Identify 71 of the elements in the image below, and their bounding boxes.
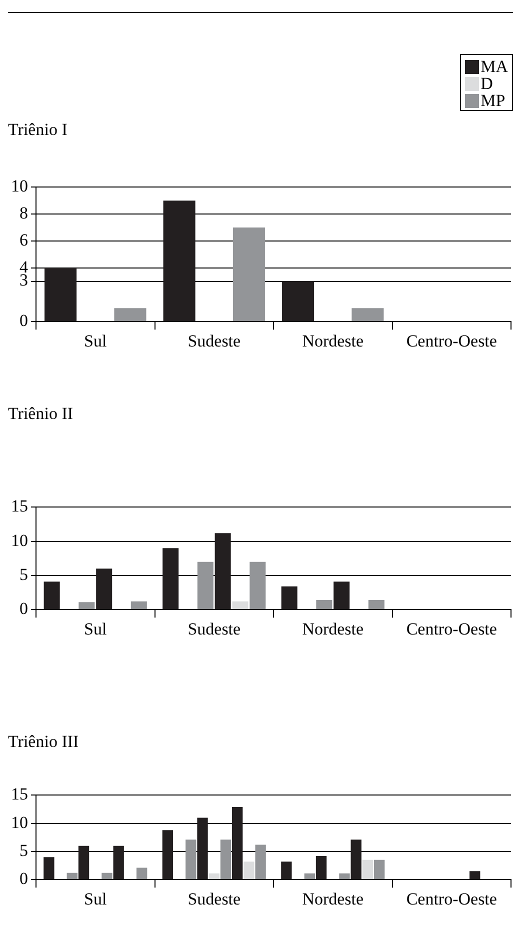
bar xyxy=(162,830,174,880)
bar xyxy=(114,308,146,322)
x-tick-label: Sudeste xyxy=(188,619,241,638)
y-tick-label: 8 xyxy=(20,204,28,223)
bar xyxy=(197,562,214,610)
chart-title: Triênio III xyxy=(8,732,79,752)
bar xyxy=(186,840,196,880)
y-tick-label: 5 xyxy=(20,564,28,584)
bar xyxy=(470,871,480,880)
y-tick-label: 0 xyxy=(20,599,28,618)
bar xyxy=(136,868,148,880)
bar xyxy=(334,582,350,610)
bar xyxy=(130,601,147,610)
x-tick-label: Nordeste xyxy=(302,889,364,908)
bar xyxy=(197,818,208,880)
legend-label: MA xyxy=(480,57,508,76)
bar xyxy=(244,862,254,880)
bar xyxy=(214,533,231,610)
x-tick-label: Centro-Oeste xyxy=(406,331,497,350)
bar xyxy=(96,568,112,610)
x-tick-label: Nordeste xyxy=(302,331,364,350)
bar xyxy=(352,308,384,322)
bar xyxy=(374,860,385,880)
x-tick-label: Sudeste xyxy=(188,889,241,908)
y-tick-label: 10 xyxy=(11,530,28,550)
y-tick-label: 15 xyxy=(11,496,28,516)
bar xyxy=(316,856,327,880)
x-tick-label: Centro-Oeste xyxy=(406,619,497,638)
bar xyxy=(232,807,243,880)
bar xyxy=(339,873,350,880)
bar xyxy=(102,872,112,880)
bar xyxy=(44,582,60,610)
bar xyxy=(66,872,78,880)
bar xyxy=(281,586,298,610)
bar xyxy=(232,601,248,610)
bar xyxy=(113,846,124,880)
bar xyxy=(250,562,266,610)
bar xyxy=(44,857,54,880)
bar xyxy=(78,846,90,880)
bar xyxy=(350,840,362,880)
x-tick-label: Centro-Oeste xyxy=(406,889,497,908)
x-tick-label: Sul xyxy=(84,889,107,908)
bar xyxy=(255,844,266,880)
chart-title: Triênio II xyxy=(8,404,74,424)
legend-label: D xyxy=(480,74,493,93)
bar xyxy=(282,281,314,322)
x-tick-label: Sudeste xyxy=(188,331,241,350)
bar xyxy=(281,862,292,880)
x-tick-label: Nordeste xyxy=(302,619,364,638)
y-tick-label: 0 xyxy=(20,869,28,888)
bar xyxy=(78,602,95,610)
bar xyxy=(368,600,384,610)
bar xyxy=(362,860,374,880)
bar xyxy=(163,200,196,322)
y-tick-label: 15 xyxy=(11,784,28,804)
bar xyxy=(162,548,179,610)
bar xyxy=(304,873,315,880)
bar xyxy=(232,228,265,322)
y-tick-label: 10 xyxy=(11,176,28,196)
x-tick-label: Sul xyxy=(84,619,107,638)
bar xyxy=(44,268,77,322)
chart-title: Triênio I xyxy=(8,120,68,140)
y-tick-label: 6 xyxy=(20,230,28,250)
bar xyxy=(316,600,332,610)
y-tick-label: 0 xyxy=(20,311,28,330)
bar xyxy=(208,873,220,880)
legend-label: MP xyxy=(480,91,506,110)
y-tick-label: 5 xyxy=(20,840,28,860)
y-tick-label: 10 xyxy=(11,812,28,832)
bar xyxy=(220,840,232,880)
x-tick-label: Sul xyxy=(84,331,107,350)
